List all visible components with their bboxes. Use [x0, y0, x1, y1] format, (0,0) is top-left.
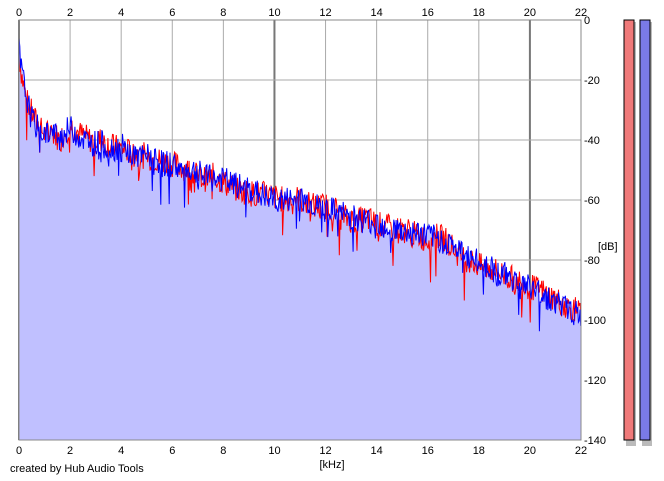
credit-text: created by Hub Audio Tools	[10, 463, 144, 475]
x-tick-top-5: 10	[268, 7, 280, 19]
spectrum-fill	[19, 38, 581, 440]
y-tick-right-5: -100	[584, 315, 606, 327]
x-tick-top-7: 14	[371, 7, 383, 19]
x-tick-top-3: 6	[169, 7, 175, 19]
tick-labels: 002244668810101212141416161818202022220-…	[16, 7, 606, 457]
x-tick-top-8: 16	[422, 7, 434, 19]
x-tick-top-6: 12	[319, 7, 331, 19]
x-tick-bottom-11: 22	[575, 445, 587, 457]
x-tick-bottom-8: 16	[422, 445, 434, 457]
spectrum-lines	[18, 38, 582, 332]
y-axis-label: [dB]	[598, 241, 618, 253]
x-tick-top-11: 22	[575, 7, 587, 19]
x-axis-label: [kHz]	[319, 459, 344, 471]
meter-bar-1	[639, 19, 651, 441]
x-tick-bottom-1: 2	[67, 445, 73, 457]
y-tick-right-3: -60	[584, 195, 600, 207]
y-tick-right-1: -20	[584, 75, 600, 87]
x-tick-top-10: 20	[524, 7, 536, 19]
x-tick-top-1: 2	[67, 7, 73, 19]
x-tick-top-4: 8	[220, 7, 226, 19]
y-tick-right-6: -120	[584, 375, 606, 387]
y-tick-right-7: -140	[584, 435, 606, 447]
x-tick-top-9: 18	[473, 7, 485, 19]
x-tick-bottom-4: 8	[220, 445, 226, 457]
series-line-1	[18, 38, 582, 332]
spectrum-area	[19, 38, 581, 440]
x-tick-bottom-5: 10	[268, 445, 280, 457]
x-tick-bottom-0: 0	[16, 445, 22, 457]
x-tick-bottom-7: 14	[371, 445, 383, 457]
y-tick-right-4: -80	[584, 255, 600, 267]
x-tick-top-2: 4	[118, 7, 124, 19]
x-tick-bottom-10: 20	[524, 445, 536, 457]
level-meters	[623, 19, 652, 446]
x-tick-bottom-2: 4	[118, 445, 124, 457]
plot-frame	[18, 19, 582, 441]
x-tick-bottom-3: 6	[169, 445, 175, 457]
x-tick-bottom-6: 12	[319, 445, 331, 457]
x-tick-bottom-9: 18	[473, 445, 485, 457]
y-tick-right-0: 0	[584, 15, 590, 27]
meter-bar-0	[623, 19, 635, 441]
y-tick-right-2: -40	[584, 135, 600, 147]
x-tick-top-0: 0	[16, 7, 22, 19]
